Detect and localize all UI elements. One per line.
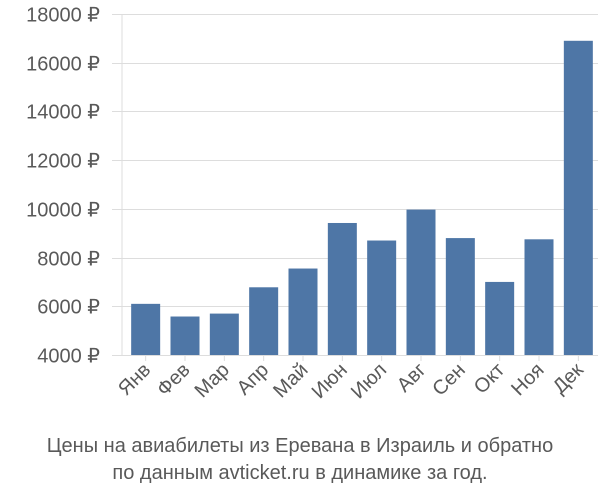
x-tick-label: Янв xyxy=(114,359,155,400)
x-tick-label: Мар xyxy=(191,359,234,402)
y-tick-label: 4000 ₽ xyxy=(37,346,100,368)
bar xyxy=(288,268,318,355)
y-tick-label: 18000 ₽ xyxy=(26,5,100,27)
bars xyxy=(131,40,593,356)
bar xyxy=(445,238,475,355)
y-axis-ticks: 4000 ₽ 6000 ₽ 8000 ₽ 10000 ₽ 12000 ₽ 14000 ₽ 1… xyxy=(26,5,100,368)
x-tick-label: Май xyxy=(269,359,312,402)
x-tick-label: Июн xyxy=(308,359,352,403)
price-bar-chart: 4000 ₽ 6000 ₽ 8000 ₽ 10000 ₽ 12000 ₽ 14000 ₽ 1… xyxy=(26,5,598,403)
x-tick-label: Ноя xyxy=(507,359,548,400)
x-tick-label: Авг xyxy=(393,359,431,397)
gridlines xyxy=(112,14,598,361)
x-tick-label: Июл xyxy=(347,359,391,403)
x-tick-label: Окт xyxy=(470,359,509,398)
bar xyxy=(249,287,279,355)
x-tick-label: Фев xyxy=(153,359,195,401)
chart-caption-line1: Цены на авиабилеты из Еревана в Израиль … xyxy=(46,435,554,457)
x-tick-label: Апр xyxy=(233,359,274,400)
y-tick-label: 12000 ₽ xyxy=(26,151,100,173)
bar xyxy=(327,222,357,355)
x-tick-label: Сен xyxy=(428,359,469,400)
bar xyxy=(524,239,554,355)
bar xyxy=(131,303,161,355)
bar xyxy=(209,313,239,355)
bar xyxy=(406,209,436,355)
y-tick-label: 6000 ₽ xyxy=(37,297,100,319)
y-tick-label: 14000 ₽ xyxy=(26,102,100,124)
x-tick-label: Дек xyxy=(549,359,588,398)
bar xyxy=(485,281,515,355)
y-tick-label: 16000 ₽ xyxy=(26,54,100,76)
chart-caption-line2: по данным avticket.ru в динамике за год. xyxy=(112,462,488,484)
bar xyxy=(563,40,593,356)
y-tick-label: 8000 ₽ xyxy=(37,249,100,271)
bar xyxy=(367,240,397,355)
y-tick-label: 10000 ₽ xyxy=(26,200,100,222)
bar xyxy=(170,316,200,355)
